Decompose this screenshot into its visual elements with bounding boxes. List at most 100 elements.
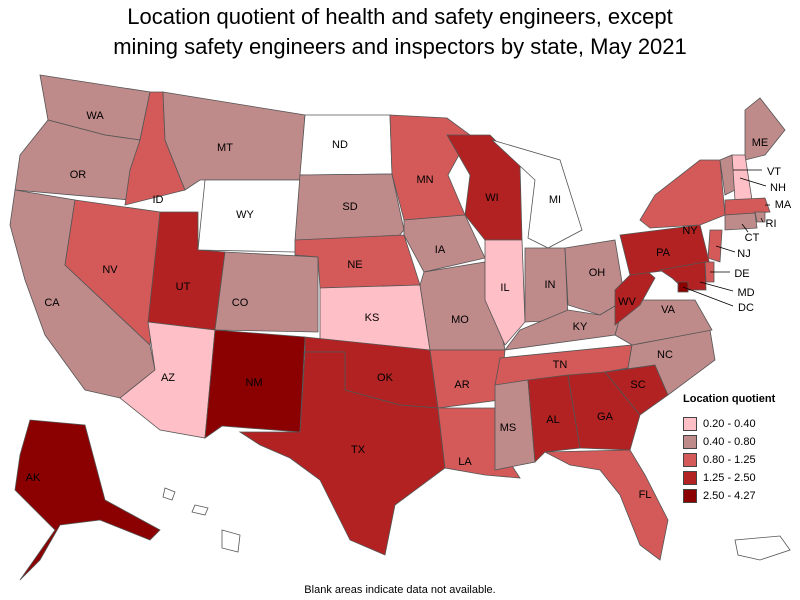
state-label-nv: NV <box>102 264 118 276</box>
state-mn <box>389 114 471 221</box>
leader-line-nh <box>739 177 767 187</box>
legend-item: 0.40 - 0.80 <box>683 433 798 451</box>
state-label-wa: WA <box>86 110 104 122</box>
state-label-sd: SD <box>342 201 357 213</box>
state-fl <box>544 449 669 561</box>
state-label-nd: ND <box>332 139 348 151</box>
state-ga <box>567 371 641 451</box>
state-label-ak: AK <box>26 472 41 484</box>
state-label-co: CO <box>232 297 249 309</box>
state-label-ga: GA <box>597 411 614 423</box>
state-nh <box>731 154 753 201</box>
state-label-wv: WV <box>618 296 636 308</box>
legend: Location quotient 0.20 - 0.40 0.40 - 0.80… <box>683 393 798 505</box>
legend-item: 0.20 - 0.40 <box>683 415 798 433</box>
state-label-nj: NJ <box>737 248 750 260</box>
state-label-ne: NE <box>347 259 362 271</box>
state-label-nc: NC <box>657 349 673 361</box>
leader-line-ct <box>741 223 749 233</box>
leader-line-nj <box>715 245 736 253</box>
state-label-mn: MN <box>416 174 433 186</box>
state-label-pa: PA <box>656 247 671 259</box>
state-label-ky: KY <box>573 321 588 333</box>
state-label-de: DE <box>734 268 749 280</box>
state-hi <box>162 487 241 553</box>
state-label-va: VA <box>661 304 676 316</box>
legend-item: 0.80 - 1.25 <box>683 451 798 469</box>
state-label-or: OR <box>70 169 87 181</box>
legend-label: 0.40 - 0.80 <box>703 436 756 448</box>
state-label-in: IN <box>545 279 556 291</box>
state-label-mt: MT <box>217 142 233 154</box>
state-label-wy: WY <box>236 209 254 221</box>
state-nv <box>64 199 161 346</box>
state-label-tx: TX <box>351 444 366 456</box>
state-label-ok: OK <box>377 372 394 384</box>
state-ak <box>14 419 161 581</box>
state-ia <box>403 214 486 273</box>
legend-label: 2.50 - 4.27 <box>703 490 756 502</box>
state-md <box>658 261 707 291</box>
state-label-il: IL <box>500 282 509 294</box>
map-title: Location quotient of health and safety e… <box>0 2 800 62</box>
state-label-dc: DC <box>738 302 754 314</box>
state-label-ia: IA <box>435 244 446 256</box>
legend-item: 1.25 - 2.50 <box>683 469 798 487</box>
state-label-fl: FL <box>639 489 652 501</box>
state-ri <box>754 211 766 223</box>
legend-swatch <box>683 435 697 449</box>
state-mt <box>162 91 306 191</box>
state-nj <box>707 229 723 263</box>
state-label-ca: CA <box>44 297 60 309</box>
state-label-mo: MO <box>451 314 469 326</box>
legend-label: 0.20 - 0.40 <box>703 418 756 430</box>
state-label-ri: RI <box>766 218 777 230</box>
state-co <box>214 251 319 333</box>
legend-swatch <box>683 417 697 431</box>
state-pr <box>734 535 791 561</box>
map-title-line-2: mining safety engineers and inspectors b… <box>113 34 687 59</box>
state-label-nm: NM <box>245 377 262 389</box>
state-ny <box>639 159 726 229</box>
legend-title: Location quotient <box>683 393 776 405</box>
state-ct <box>724 212 758 231</box>
state-label-ma: MA <box>775 199 792 211</box>
state-label-oh: OH <box>589 267 606 279</box>
state-label-al: AL <box>546 414 559 426</box>
state-label-mi: MI <box>549 194 561 206</box>
state-il <box>484 239 526 346</box>
legend-swatch <box>683 453 697 467</box>
map-title-line-1: Location quotient of health and safety e… <box>127 4 673 29</box>
state-label-wi: WI <box>485 192 498 204</box>
state-nm <box>204 329 306 439</box>
state-me <box>744 97 786 161</box>
state-label-tn: TN <box>553 359 568 371</box>
legend-swatch <box>683 489 697 503</box>
legend-item: 2.50 - 4.27 <box>683 487 798 505</box>
leader-line-dc <box>682 286 734 307</box>
state-ma <box>724 197 771 216</box>
leader-line-ri <box>760 217 764 223</box>
state-tx <box>238 351 446 556</box>
leader-line-md <box>699 281 734 292</box>
legend-swatch <box>683 471 697 485</box>
legend-label: 0.80 - 1.25 <box>703 454 756 466</box>
state-label-me: ME <box>752 137 769 149</box>
state-al <box>527 374 581 463</box>
state-label-vt: VT <box>767 166 781 178</box>
state-label-id: ID <box>153 194 164 206</box>
state-label-sc: SC <box>630 379 645 391</box>
state-label-md: MD <box>737 287 754 299</box>
state-nc <box>604 329 716 396</box>
state-label-az: AZ <box>161 372 175 384</box>
state-label-ks: KS <box>365 312 380 324</box>
state-label-ar: AR <box>454 379 469 391</box>
legend-label: 1.25 - 2.50 <box>703 472 756 484</box>
state-label-ct: CT <box>745 232 760 244</box>
state-label-ms: MS <box>500 422 517 434</box>
state-label-nh: NH <box>770 182 786 194</box>
state-label-la: LA <box>458 456 472 468</box>
footnote: Blank areas indicate data not available. <box>304 584 496 596</box>
state-label-ny: NY <box>682 225 698 237</box>
